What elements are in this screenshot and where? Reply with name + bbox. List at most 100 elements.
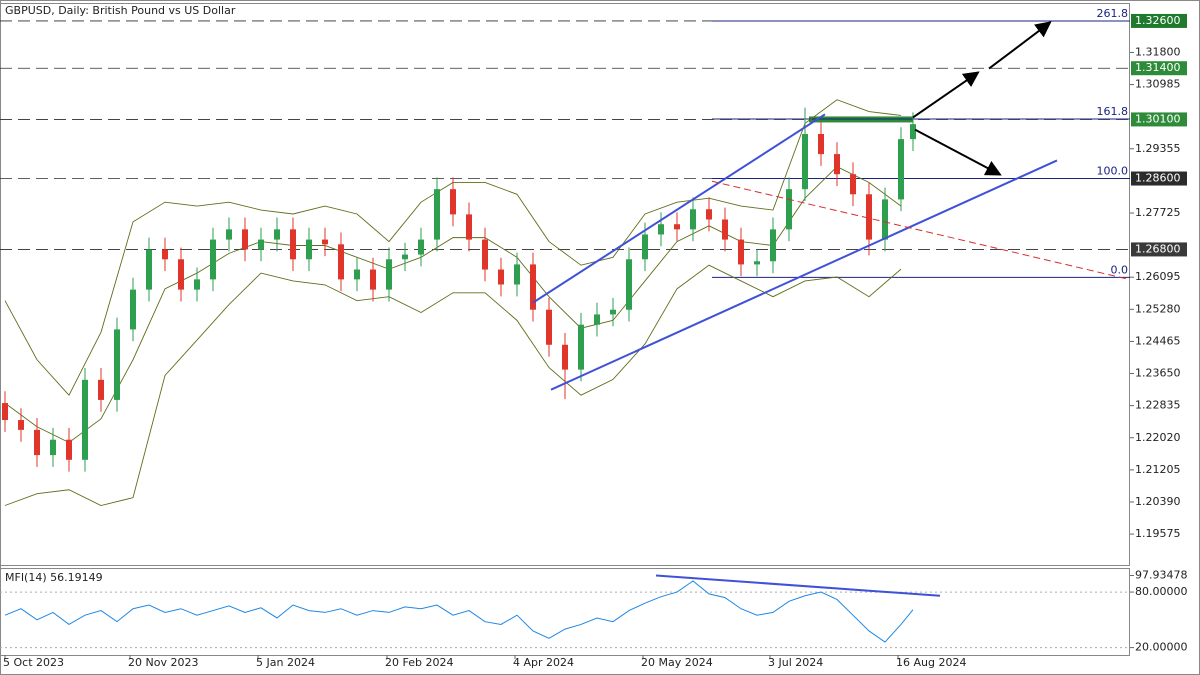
y-tick-label: 1.26095 — [1135, 270, 1181, 283]
candle-body — [530, 264, 536, 310]
candle-body — [162, 249, 168, 260]
price-label: 1.28600 — [1135, 172, 1181, 185]
candle-body — [834, 154, 840, 175]
y-tick-label: 1.22835 — [1135, 399, 1181, 412]
price-label: 1.30100 — [1135, 112, 1181, 125]
candle-body — [386, 259, 392, 290]
candle-body — [498, 269, 504, 285]
candle-body — [114, 329, 120, 400]
candle-body — [738, 239, 744, 265]
fib-label: 261.8 — [1097, 7, 1129, 20]
candle-body — [690, 209, 696, 230]
candle-body — [802, 134, 808, 190]
candle-body — [50, 439, 56, 456]
candle-body — [82, 379, 88, 460]
y-tick-label: 1.27725 — [1135, 206, 1181, 219]
price-label-box — [1131, 61, 1187, 76]
candle-body — [194, 279, 200, 290]
candle-body — [754, 261, 760, 265]
mfi-title: MFI(14) 56.19149 — [5, 571, 103, 584]
price-label-box — [1131, 242, 1187, 257]
x-tick-label: 20 Feb 2024 — [385, 656, 453, 669]
candle-body — [722, 219, 728, 240]
candle-body — [290, 229, 296, 260]
candle-body — [66, 439, 72, 460]
y-tick-label: 1.24465 — [1135, 334, 1181, 347]
fib-label: 100.0 — [1097, 165, 1129, 178]
candle-body — [466, 214, 472, 240]
candle-body — [850, 174, 856, 195]
candle-body — [594, 314, 600, 325]
candle-body — [626, 259, 632, 310]
candle-body — [658, 224, 664, 235]
arrow — [988, 21, 1052, 70]
candle-body — [910, 124, 916, 140]
bollinger-middle — [4, 166, 902, 444]
candle-body — [338, 244, 344, 280]
candle-body — [18, 420, 24, 430]
bollinger-lower — [4, 264, 902, 506]
y-tick-label: 1.22020 — [1135, 431, 1181, 444]
candle-body — [434, 189, 440, 240]
candle-body — [146, 249, 152, 290]
y-tick-label: 97.93478 — [1135, 568, 1188, 581]
candle-body — [2, 403, 8, 421]
x-tick-label: 3 Jul 2024 — [768, 656, 823, 669]
candle-body — [770, 229, 776, 262]
price-label: 1.26800 — [1135, 242, 1181, 255]
candle-body — [578, 324, 584, 370]
y-tick-label: 1.21205 — [1135, 463, 1181, 476]
candle-body — [354, 269, 360, 280]
y-tick-label: 1.20390 — [1135, 495, 1181, 508]
x-tick-label: 16 Aug 2024 — [896, 656, 966, 669]
trend-line — [532, 113, 826, 304]
mfi-panel — [0, 568, 1130, 656]
x-tick-label: 5 Oct 2023 — [3, 656, 64, 669]
candle-body — [706, 209, 712, 220]
candle-body — [34, 429, 40, 456]
y-tick-label: 1.23650 — [1135, 367, 1181, 380]
y-tick-label: 1.31800 — [1135, 45, 1181, 58]
y-tick-label: 1.30985 — [1135, 78, 1181, 91]
y-tick-label: 20.00000 — [1135, 641, 1188, 654]
candle-body — [882, 199, 888, 240]
x-tick-label: 4 Apr 2024 — [513, 656, 574, 669]
candle-body — [242, 229, 248, 250]
candle-body — [514, 264, 520, 285]
fib-label: 0.0 — [1111, 263, 1129, 276]
x-tick-label: 5 Jan 2024 — [256, 656, 315, 669]
x-tick-label: 20 Nov 2023 — [128, 656, 198, 669]
x-tick-label: 20 May 2024 — [641, 656, 713, 669]
candle-body — [178, 259, 184, 290]
arrow — [912, 71, 980, 119]
candle-body — [450, 189, 456, 215]
candle-body — [274, 229, 280, 240]
candle-body — [866, 194, 872, 240]
price-label-box — [1131, 171, 1187, 186]
price-label-box — [1131, 13, 1187, 28]
price-label: 1.31400 — [1135, 61, 1181, 74]
candle-body — [322, 239, 328, 245]
y-tick-label: 1.25280 — [1135, 302, 1181, 315]
candle-body — [130, 289, 136, 330]
price-label: 1.32600 — [1135, 14, 1181, 27]
candle-body — [610, 309, 616, 315]
y-tick-label: 80.00000 — [1135, 585, 1188, 598]
candle-body — [258, 239, 264, 250]
candle-body — [546, 309, 552, 345]
price-panel — [0, 3, 1130, 566]
dashed-trend-line — [711, 180, 1130, 280]
candle-body — [418, 239, 424, 255]
candle-body — [898, 139, 904, 200]
y-tick-label: 1.19575 — [1135, 527, 1181, 540]
candle-body — [562, 344, 568, 370]
y-tick-label: 1.29355 — [1135, 142, 1181, 155]
mfi-line — [4, 580, 914, 643]
candle-body — [306, 239, 312, 260]
fib-label: 161.8 — [1097, 105, 1129, 118]
candle-body — [402, 254, 408, 260]
trend-line — [550, 159, 1058, 391]
